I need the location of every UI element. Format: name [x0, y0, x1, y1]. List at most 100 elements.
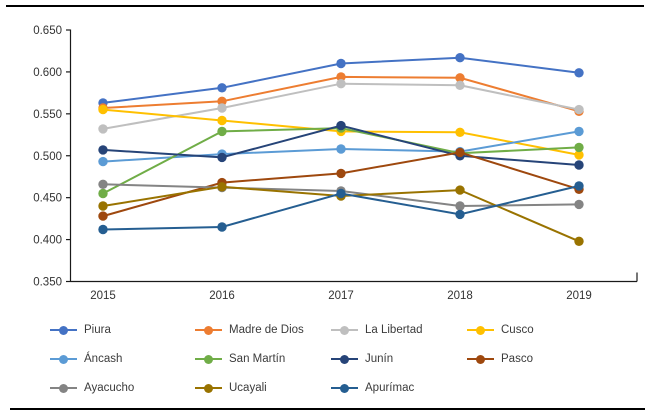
data-point-piura-2019: [574, 68, 584, 78]
data-point-la-libertad-2019: [574, 104, 584, 115]
legend-label: La Libertad: [365, 324, 423, 336]
data-point-áncash-2017: [336, 144, 346, 154]
chart-legend: Piura Madre de Dios La Libertad Cusco Áncash…: [50, 319, 630, 399]
y-axis-tick-label: 0.350: [33, 277, 62, 289]
legend-dot: [59, 354, 68, 364]
legend-dot: [340, 354, 349, 364]
legend-item-ayacucho: Ayacucho: [50, 382, 195, 394]
x-axis-label: 2017: [328, 290, 354, 302]
data-point-cusco-2016: [217, 115, 227, 126]
series-line-san-martín: [102, 127, 580, 195]
data-point-la-libertad-2017: [336, 79, 346, 89]
figure-bottom-rule: [10, 408, 645, 410]
data-point-madre-de-dios-2017: [336, 72, 346, 82]
data-point-piura-2016: [217, 83, 227, 93]
data-point-pasco-2017: [336, 168, 346, 179]
legend-marker-icon: [195, 383, 222, 394]
data-point-junín-2019: [574, 160, 584, 170]
y-axis-tick-label: 0.600: [33, 67, 62, 79]
y-axis-tick-label: 0.550: [33, 109, 62, 121]
data-point-pasco-2015: [98, 211, 108, 221]
data-point-ucayali-2016: [217, 182, 227, 192]
data-point-piura-2018: [455, 53, 465, 63]
legend-marker-icon: [467, 354, 494, 365]
series-line-pasco: [102, 151, 580, 218]
data-point-junín-2015: [98, 145, 108, 155]
data-point-ayacucho-2018: [455, 201, 465, 211]
data-point-madre-de-dios-2018: [455, 73, 465, 83]
y-axis-tick-label: 0.500: [33, 151, 62, 163]
legend-item-piura: Piura: [50, 324, 195, 336]
legend-item-ucayali: Ucayali: [195, 382, 331, 394]
data-point-san-martín-2015: [98, 188, 108, 199]
legend-label: Áncash: [84, 353, 123, 365]
data-point-pasco-2018: [455, 147, 465, 158]
legend-dot: [476, 354, 485, 364]
legend-item-junín: Junín: [331, 353, 467, 365]
data-point-áncash-2019: [574, 126, 584, 137]
figure-top-rule: [6, 5, 644, 7]
legend-item-cusco: Cusco: [467, 324, 617, 336]
legend-marker-icon: [467, 325, 494, 336]
data-point-la-libertad-2016: [217, 103, 227, 113]
legend-row: Áncash San Martín Junín Pasco: [50, 348, 630, 370]
data-point-cusco-2018: [455, 127, 465, 137]
legend-item-madre-de-dios: Madre de Dios: [195, 324, 331, 336]
data-point-piura-2017: [336, 58, 346, 69]
legend-marker-icon: [331, 325, 358, 336]
legend-marker-icon: [50, 354, 77, 365]
data-point-cusco-2019: [574, 150, 584, 160]
legend-marker-icon: [331, 383, 358, 394]
legend-label: San Martín: [229, 353, 286, 365]
legend-dot: [340, 383, 349, 393]
legend-dot: [204, 325, 213, 335]
legend-item-la-libertad: La Libertad: [331, 324, 467, 336]
legend-marker-icon: [331, 354, 358, 365]
data-point-ayacucho-2015: [98, 179, 108, 189]
data-point-san-martín-2019: [574, 142, 584, 153]
data-point-apurímac-2018: [455, 209, 465, 220]
legend-label: Piura: [84, 324, 111, 336]
data-point-áncash-2015: [98, 156, 108, 167]
legend-marker-icon: [50, 383, 77, 394]
legend-label: Ucayali: [229, 382, 267, 394]
line-chart: 0.650 0.600 0.550 0.500 0.450 0.400 0.350 2015 2…: [33, 25, 638, 302]
data-point-la-libertad-2015: [98, 124, 108, 134]
data-point-ucayali-2018: [455, 185, 465, 195]
data-point-ucayali-2019: [574, 236, 584, 246]
legend-label: Ayacucho: [84, 382, 135, 394]
legend-dot: [476, 325, 485, 335]
legend-dot: [59, 383, 68, 393]
x-axis-label: 2018: [447, 290, 473, 302]
x-axis-label: 2019: [566, 290, 592, 302]
legend-dot: [59, 325, 68, 335]
legend-label: Madre de Dios: [229, 324, 304, 336]
x-axis-label: 2015: [90, 290, 116, 302]
data-point-apurímac-2016: [217, 222, 227, 232]
legend-item-apurímac: Apurímac: [331, 382, 467, 394]
legend-item-pasco: Pasco: [467, 353, 617, 365]
data-point-apurímac-2017: [336, 188, 346, 199]
data-point-ayacucho-2019: [574, 199, 584, 210]
legend-row: Piura Madre de Dios La Libertad Cusco: [50, 319, 630, 341]
data-point-cusco-2015: [98, 104, 108, 115]
data-point-apurímac-2015: [98, 224, 108, 235]
legend-label: Apurímac: [365, 382, 415, 394]
data-point-madre-de-dios-2016: [217, 96, 227, 107]
legend-dot: [340, 325, 349, 335]
x-axis-label: 2016: [209, 290, 235, 302]
y-axis-tick-label: 0.650: [33, 25, 62, 37]
legend-marker-icon: [195, 354, 222, 365]
data-point-junín-2017: [336, 120, 346, 131]
data-point-san-martín-2016: [217, 126, 227, 137]
legend-item-áncash: Áncash: [50, 353, 195, 365]
data-point-apurímac-2019: [574, 181, 584, 191]
legend-item-san-martín: San Martín: [195, 353, 331, 365]
legend-dot: [204, 383, 213, 393]
data-point-la-libertad-2018: [455, 80, 465, 91]
legend-label: Junín: [365, 353, 394, 365]
y-axis-tick-label: 0.400: [33, 235, 62, 247]
legend-label: Pasco: [501, 353, 533, 365]
legend-row: Ayacucho Ucayali Apurímac: [50, 377, 630, 399]
